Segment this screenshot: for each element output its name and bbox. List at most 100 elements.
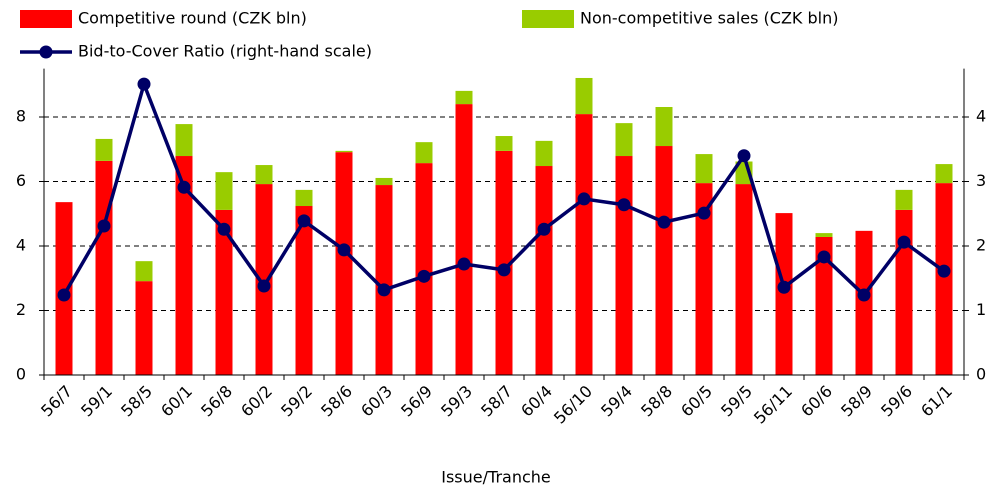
bar xyxy=(255,165,273,185)
x-tick-label: 59/1 xyxy=(77,382,116,421)
bar xyxy=(895,209,913,375)
x-tick-label: 59/2 xyxy=(277,382,316,421)
bar xyxy=(935,164,953,184)
line-marker xyxy=(497,263,511,277)
x-tick-label: 58/8 xyxy=(637,382,676,421)
bar xyxy=(335,152,353,375)
line-marker xyxy=(137,77,151,91)
line-marker xyxy=(417,269,431,283)
x-tick-label: 60/2 xyxy=(237,382,276,421)
y2-tick-label: 0 xyxy=(976,365,986,384)
bar xyxy=(175,124,193,157)
line-marker xyxy=(377,283,391,297)
legend-label: Non-competitive sales (CZK bln) xyxy=(580,9,838,28)
bar xyxy=(175,156,193,375)
x-tick-label: 56/7 xyxy=(37,382,76,421)
x-tick-label: 61/1 xyxy=(917,382,956,421)
line-marker xyxy=(457,257,471,271)
y2-tick-label: 1 xyxy=(976,300,986,319)
x-tick-label: 60/1 xyxy=(157,382,196,421)
bar xyxy=(415,163,433,375)
bar xyxy=(855,230,873,375)
line-marker xyxy=(617,198,631,212)
y2-tick-label: 4 xyxy=(976,107,986,126)
bar xyxy=(615,156,633,375)
bar xyxy=(295,189,313,207)
y2-tick-label: 2 xyxy=(976,236,986,255)
bar xyxy=(135,281,153,375)
bar xyxy=(375,185,393,375)
bar xyxy=(495,136,513,151)
x-tick-label: 56/10 xyxy=(550,382,596,428)
bar xyxy=(815,236,833,375)
x-tick-label: 60/5 xyxy=(677,382,716,421)
bar xyxy=(95,160,113,375)
line-marker xyxy=(937,264,951,278)
y2-tick-label: 3 xyxy=(976,171,986,190)
x-tick-label: 58/7 xyxy=(477,382,516,421)
bar xyxy=(215,209,233,375)
x-tick-label: 60/6 xyxy=(797,382,836,421)
bar xyxy=(935,183,953,375)
line-marker xyxy=(257,279,271,293)
legend-marker xyxy=(39,45,53,59)
bar xyxy=(575,77,593,115)
x-tick-label: 56/9 xyxy=(397,382,436,421)
line-marker xyxy=(857,288,871,302)
bar xyxy=(895,189,913,210)
line-marker xyxy=(577,192,591,206)
bar xyxy=(455,90,473,105)
y-tick-label: 0 xyxy=(16,365,26,384)
line-marker xyxy=(57,288,71,302)
line-marker xyxy=(177,180,191,194)
bar xyxy=(135,261,153,282)
bar xyxy=(335,150,353,153)
y-tick-label: 4 xyxy=(16,236,26,255)
x-tick-label: 58/9 xyxy=(837,382,876,421)
y-tick-label: 8 xyxy=(16,107,26,126)
x-tick-label: 58/6 xyxy=(317,382,356,421)
bar xyxy=(575,114,593,375)
line-marker xyxy=(297,214,311,228)
x-tick-label: 59/4 xyxy=(597,382,636,421)
line-marker xyxy=(537,222,551,236)
x-tick-label: 59/3 xyxy=(437,382,476,421)
bar xyxy=(375,177,393,186)
line-marker xyxy=(737,149,751,163)
line-marker xyxy=(817,250,831,264)
bar xyxy=(295,206,313,375)
legend-label: Competitive round (CZK bln) xyxy=(78,9,307,28)
y-tick-label: 6 xyxy=(16,171,26,190)
bar xyxy=(655,146,673,375)
bar xyxy=(535,166,553,375)
x-tick-label: 59/6 xyxy=(877,382,916,421)
x-axis-title: Issue/Tranche xyxy=(441,468,551,487)
bar xyxy=(535,140,553,167)
line-marker xyxy=(657,215,671,229)
bar xyxy=(215,172,233,210)
bar xyxy=(655,107,673,147)
bar xyxy=(455,104,473,375)
line-marker xyxy=(217,222,231,236)
x-tick-label: 58/5 xyxy=(117,382,156,421)
legend-swatch xyxy=(20,10,72,28)
bar xyxy=(695,154,713,184)
line-marker xyxy=(777,280,791,294)
x-tick-label: 56/8 xyxy=(197,382,236,421)
x-tick-label: 60/3 xyxy=(357,382,396,421)
bar xyxy=(615,123,633,157)
line-marker xyxy=(97,219,111,233)
legend-swatch xyxy=(522,10,574,28)
bar xyxy=(735,184,753,375)
bar xyxy=(95,138,113,161)
line-marker xyxy=(897,235,911,249)
line-marker xyxy=(697,206,711,220)
bar xyxy=(415,142,433,164)
line-marker xyxy=(337,243,351,257)
bar xyxy=(495,150,513,375)
bar xyxy=(815,233,833,237)
legend-label: Bid-to-Cover Ratio (right-hand scale) xyxy=(78,42,372,61)
bar xyxy=(775,213,793,375)
bar xyxy=(695,183,713,375)
